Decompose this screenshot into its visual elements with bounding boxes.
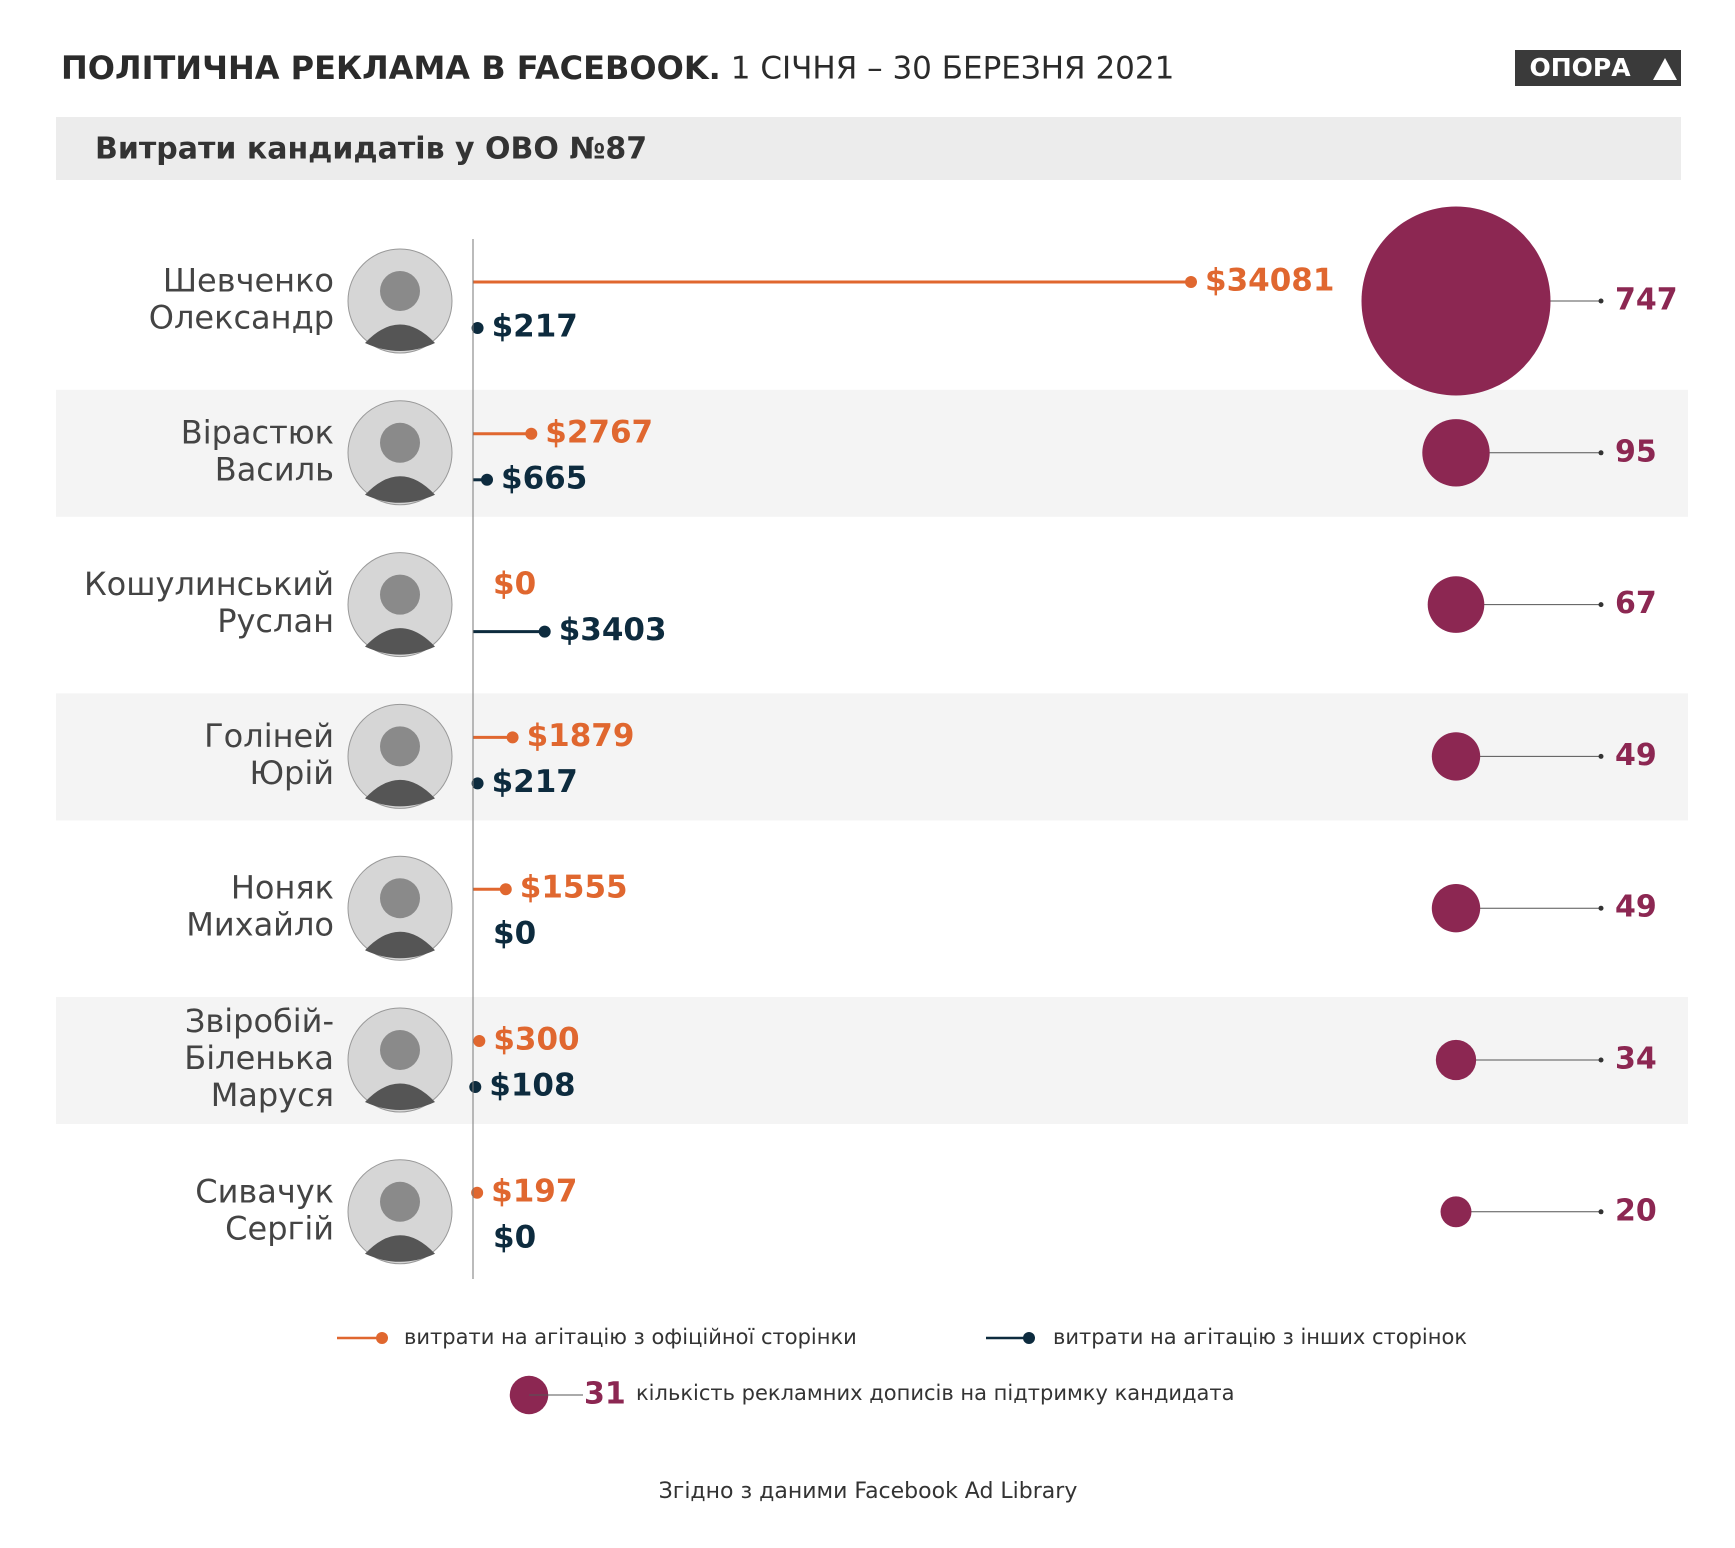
portrait-head xyxy=(380,1030,420,1070)
candidate-name: Біленька xyxy=(184,1039,334,1077)
value-label: $2767 xyxy=(545,414,653,450)
spend-dot xyxy=(506,731,519,744)
section-title: Витрати кандидатів у ОВО №87 xyxy=(95,132,647,167)
value-label: $0 xyxy=(493,566,536,602)
spend-dot xyxy=(471,1186,484,1199)
legend-label: кількість рекламних дописів на підтримку… xyxy=(636,1381,1235,1405)
value-label: $34081 xyxy=(1205,263,1334,299)
post-bubble xyxy=(1431,732,1481,781)
post-bubble xyxy=(1422,419,1490,487)
legend-dot xyxy=(376,1332,388,1344)
post-count: 34 xyxy=(1615,1042,1657,1077)
legend-label: витрати на агітацію з офіційної сторінки xyxy=(404,1325,857,1349)
candidate-name: Олександр xyxy=(149,299,334,337)
post-count: 95 xyxy=(1615,434,1657,469)
spend-dot xyxy=(538,625,551,638)
candidate-name: Вірастюк xyxy=(181,413,334,451)
portrait-body xyxy=(365,1083,435,1110)
leader-dot xyxy=(1598,450,1604,456)
legend-dot xyxy=(1023,1332,1035,1344)
candidate-name: Кошулинський xyxy=(84,565,334,603)
spend-dot xyxy=(481,473,494,486)
row-band xyxy=(56,389,1688,517)
spend-dot xyxy=(525,427,538,440)
post-bubble xyxy=(1440,1196,1472,1228)
spend-dot xyxy=(471,322,484,334)
section-bar xyxy=(56,117,1681,180)
portrait-body xyxy=(365,931,435,959)
portrait-head xyxy=(380,271,420,311)
candidate-name: Руслан xyxy=(217,602,334,640)
leader-dot xyxy=(1598,1057,1604,1063)
leader-dot xyxy=(1598,905,1604,911)
portrait-body xyxy=(365,1235,435,1262)
portrait-body xyxy=(365,779,435,807)
candidate-name: Звіробій- xyxy=(185,1002,334,1040)
portrait-head xyxy=(380,1181,420,1222)
candidate-name: Ноняк xyxy=(231,869,334,907)
source: Згідно з даними Facebook Ad Library xyxy=(659,1479,1078,1504)
portrait-head xyxy=(380,574,420,615)
post-count: 67 xyxy=(1615,586,1657,621)
logo: ОПОРА xyxy=(1529,53,1631,82)
portrait-head xyxy=(380,422,420,463)
candidate-name: Сивачук xyxy=(195,1172,334,1210)
legend-label: витрати на агітацію з інших сторінок xyxy=(1053,1325,1467,1349)
candidate-name: Михайло xyxy=(186,906,334,944)
post-count: 20 xyxy=(1615,1193,1657,1228)
value-label: $197 xyxy=(491,1173,577,1209)
spend-dot xyxy=(469,1081,482,1093)
value-label: $3403 xyxy=(559,612,667,648)
legend-size-value: 31 xyxy=(584,1377,626,1412)
value-label: $0 xyxy=(493,916,536,952)
post-bubble xyxy=(1431,883,1481,933)
chart-subtitle: 1 СІЧНЯ – 30 БЕРЕЗНЯ 2021 xyxy=(731,51,1175,87)
portrait-body xyxy=(365,476,435,503)
candidate-name: Василь xyxy=(215,450,334,488)
spend-dot xyxy=(473,1035,486,1047)
candidate-name: Маруся xyxy=(211,1076,334,1114)
value-label: $1879 xyxy=(527,718,635,754)
candidate-name: Шевченко xyxy=(163,262,334,300)
portrait-body xyxy=(365,324,435,351)
leader-dot xyxy=(1598,753,1604,759)
row-band xyxy=(56,997,1688,1124)
value-label: $0 xyxy=(493,1219,536,1255)
candidate-name: Голіней xyxy=(204,717,334,755)
spend-dot xyxy=(471,777,484,790)
value-label: $300 xyxy=(493,1022,579,1058)
leader-dot xyxy=(1598,298,1604,304)
value-label: $108 xyxy=(489,1068,575,1104)
post-count: 49 xyxy=(1615,738,1657,773)
chart-title: ПОЛІТИЧНА РЕКЛАМА В FACEBOOK. xyxy=(61,49,721,87)
post-bubble xyxy=(1427,576,1485,633)
post-bubble xyxy=(1361,206,1551,396)
spend-dot xyxy=(499,883,512,896)
value-label: $1555 xyxy=(520,870,628,906)
portrait-body xyxy=(365,628,435,655)
leader-dot xyxy=(1598,1209,1604,1215)
candidate-name: Юрій xyxy=(249,754,334,792)
candidate-name: Сергій xyxy=(225,1209,334,1247)
post-bubble xyxy=(1435,1039,1477,1081)
portrait-head xyxy=(380,878,420,919)
leader-dot xyxy=(1598,602,1604,608)
value-label: $665 xyxy=(501,460,587,496)
post-count: 747 xyxy=(1615,283,1678,318)
portrait-head xyxy=(380,726,420,767)
spend-dot xyxy=(1185,276,1197,288)
value-label: $217 xyxy=(492,764,578,800)
row-band xyxy=(56,693,1688,821)
post-count: 49 xyxy=(1615,890,1657,925)
logo-icon xyxy=(1653,58,1677,80)
value-label: $217 xyxy=(492,309,578,345)
